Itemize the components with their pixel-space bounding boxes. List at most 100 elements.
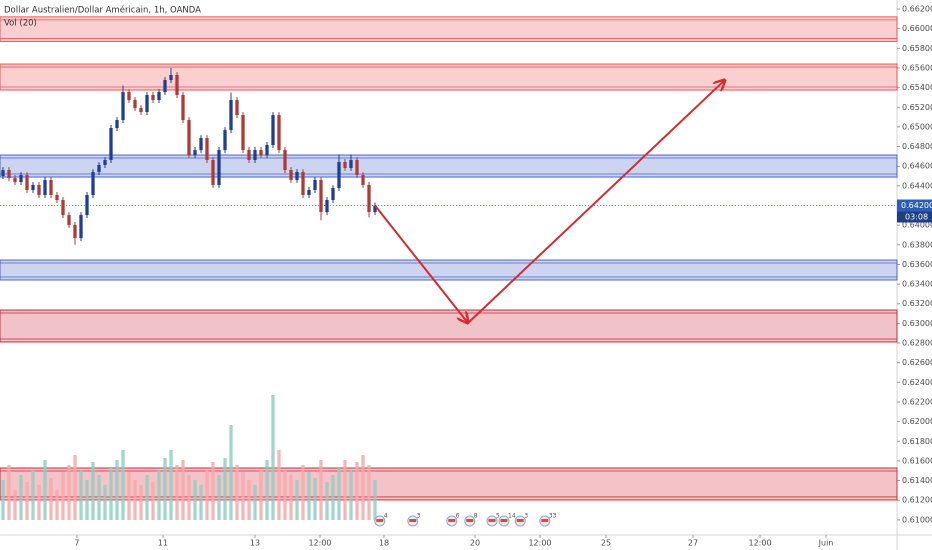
y-tick-label: 0.65800	[902, 44, 932, 53]
candle-body	[169, 75, 173, 81]
volume-bar	[97, 475, 101, 520]
volume-bar	[337, 468, 341, 520]
event-label: 33	[549, 513, 557, 520]
volume-bar	[301, 465, 305, 520]
volume-bar	[193, 480, 197, 520]
volume-bar	[211, 462, 215, 520]
volume-bar	[289, 475, 293, 520]
candle-body	[139, 108, 143, 112]
candle-body	[145, 94, 149, 112]
candle-body	[1, 170, 5, 177]
event-flag	[448, 519, 456, 522]
volume-bar	[79, 470, 83, 520]
x-tick-label: 13	[250, 539, 260, 548]
countdown-label: 03:08	[905, 213, 928, 222]
x-tick-label: 18	[379, 539, 389, 548]
volume-bar	[103, 485, 107, 520]
candle-body	[109, 128, 113, 161]
candle-body	[247, 150, 251, 161]
candle-body	[49, 179, 53, 196]
volume-bar	[313, 478, 317, 520]
candle-body	[13, 178, 17, 183]
volume-bar	[235, 465, 239, 520]
y-tick-label: 0.66000	[902, 24, 932, 33]
candle-body	[319, 179, 323, 212]
x-tick-label: 12:00	[748, 539, 771, 548]
zone	[0, 467, 898, 501]
x-tick-label: 25	[601, 539, 611, 548]
candle-body	[103, 160, 107, 166]
candle-body	[187, 120, 191, 156]
volume-bar	[127, 472, 131, 520]
y-tick-label: 0.62400	[902, 378, 932, 387]
volume-bar	[175, 465, 179, 520]
event-label: 14	[508, 513, 516, 520]
volume-bar	[91, 462, 95, 520]
candle-body	[313, 179, 317, 190]
candle-body	[367, 184, 371, 212]
volume-bar	[331, 475, 335, 520]
candle-body	[7, 170, 11, 179]
candle-body	[223, 130, 227, 151]
candle-body	[91, 172, 95, 196]
y-tick-label: 0.61400	[902, 476, 932, 485]
volume-bar	[319, 460, 323, 520]
event-flag	[488, 519, 496, 522]
candle-body	[151, 94, 155, 101]
y-tick-label: 0.62800	[902, 339, 932, 348]
y-tick-label: 0.63800	[902, 240, 932, 249]
arrow-out	[467, 80, 725, 324]
x-tick-label: 12:00	[308, 539, 331, 548]
candle-body	[61, 200, 65, 216]
volume-bar	[277, 450, 281, 520]
candle-body	[115, 120, 119, 129]
volume-bar	[265, 460, 269, 520]
candle-body	[163, 80, 167, 93]
volume-bar	[139, 485, 143, 520]
x-tick-label: 11	[158, 539, 168, 548]
volume-bar	[325, 482, 329, 520]
candle-body	[307, 189, 311, 196]
volume-bar	[343, 460, 347, 520]
x-tick-label: Juin	[818, 539, 834, 548]
volume-bar	[73, 455, 77, 520]
volume-bar	[169, 450, 173, 520]
event-label: 3	[524, 513, 528, 520]
volume-bar	[13, 490, 17, 520]
volume-bar	[133, 480, 137, 520]
volume-bar	[217, 475, 221, 520]
volume-bar	[157, 470, 161, 520]
event-flag	[541, 519, 549, 522]
volume-bar	[283, 470, 287, 520]
volume-bar	[241, 472, 245, 520]
candle-body	[175, 75, 179, 95]
volume-bar	[205, 470, 209, 520]
volume-bar	[85, 480, 89, 520]
y-tick-label: 0.61200	[902, 496, 932, 505]
candle-body	[67, 215, 71, 225]
y-tick-label: 0.65600	[902, 63, 932, 72]
y-tick-label: 0.64000	[902, 221, 932, 230]
last-price-label: 0.64200	[901, 201, 932, 210]
countdown-box	[897, 211, 932, 223]
candle-body	[19, 175, 23, 183]
candle-body	[211, 160, 215, 185]
volume-bar	[367, 465, 371, 520]
volume-bar	[55, 490, 59, 520]
volume-bar	[49, 478, 53, 520]
candle-body	[31, 184, 35, 190]
chart-subtitle: Vol (20)	[4, 19, 37, 29]
y-tick-label: 0.61000	[902, 515, 932, 524]
candle-body	[25, 175, 29, 190]
y-tick-label: 0.63200	[902, 299, 932, 308]
x-tick-label: 20	[470, 539, 480, 548]
y-tick-label: 0.65400	[902, 83, 932, 92]
event-label: 4	[384, 513, 388, 520]
volume-bar	[67, 465, 71, 520]
y-tick-label: 0.63000	[902, 319, 932, 328]
candle-body	[85, 195, 89, 216]
volume-bar	[109, 468, 113, 520]
volume-bar	[1, 480, 5, 520]
event-flag	[516, 519, 524, 522]
